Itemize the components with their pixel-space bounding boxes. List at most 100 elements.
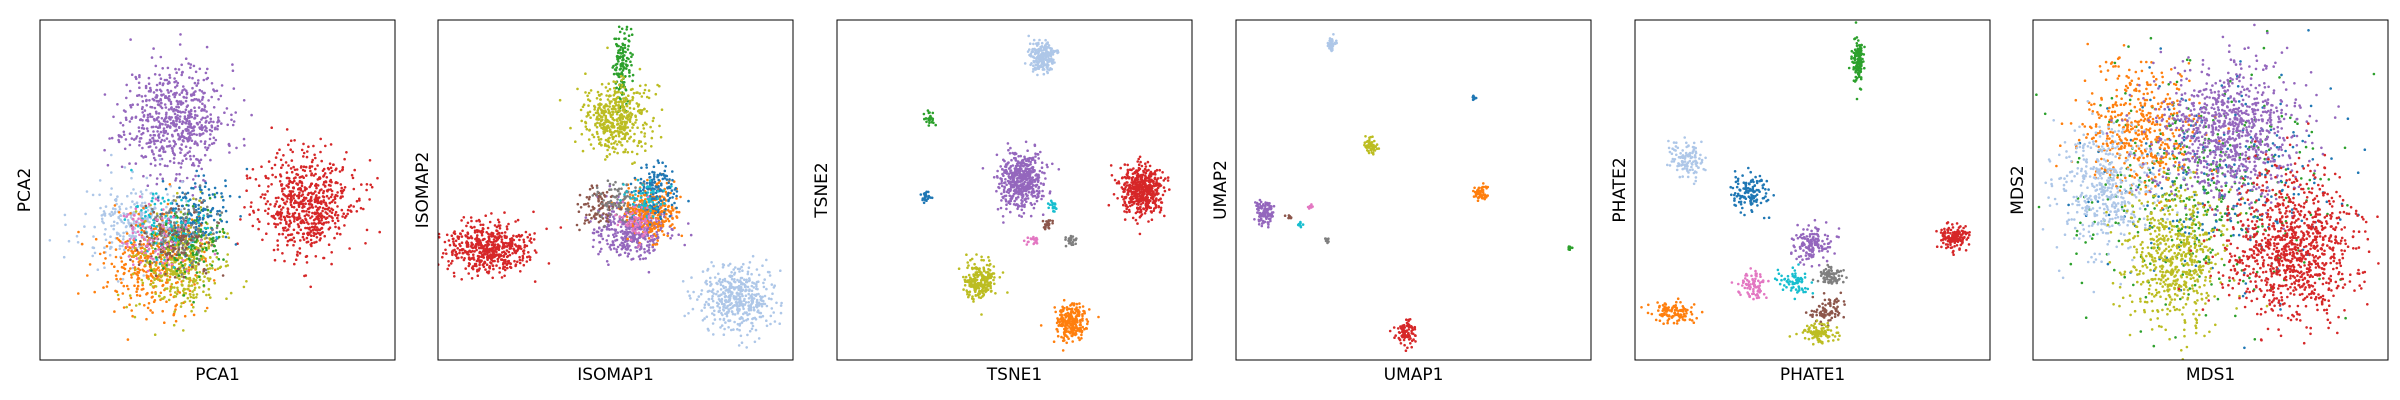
- data-point: [211, 249, 215, 253]
- data-point: [460, 278, 464, 281]
- data-point: [613, 222, 617, 225]
- data-point: [139, 190, 143, 193]
- data-point: [161, 221, 165, 224]
- data-point: [217, 257, 221, 261]
- data-point: [304, 255, 308, 258]
- x-axis-label: PCA1: [195, 365, 240, 385]
- data-point: [106, 163, 110, 167]
- data-point: [192, 197, 195, 200]
- data-point: [635, 118, 638, 122]
- data-point: [118, 244, 122, 248]
- data-point: [307, 191, 311, 195]
- data-point: [205, 241, 208, 244]
- data-point: [470, 241, 473, 245]
- data-point: [212, 232, 215, 235]
- data-point: [299, 187, 303, 191]
- data-point: [632, 107, 636, 110]
- data-point: [136, 230, 140, 234]
- data-point: [160, 101, 163, 105]
- data-point: [659, 224, 662, 228]
- data-point: [638, 257, 642, 261]
- data-point: [188, 260, 192, 264]
- data-point: [184, 99, 188, 103]
- data-point: [191, 265, 194, 269]
- data-point: [301, 193, 305, 196]
- data-point: [615, 118, 619, 121]
- data-point: [155, 94, 159, 97]
- data-point: [453, 230, 456, 233]
- data-point: [129, 241, 133, 245]
- data-point: [232, 87, 236, 90]
- data-point: [598, 94, 601, 97]
- data-point: [622, 222, 626, 226]
- data-point: [311, 158, 315, 162]
- data-point: [675, 190, 679, 193]
- data-point: [205, 264, 209, 267]
- data-point: [187, 221, 191, 224]
- data-point: [169, 202, 173, 205]
- data-point: [197, 224, 201, 228]
- data-point: [175, 276, 179, 279]
- data-point: [207, 270, 210, 274]
- data-point: [626, 110, 629, 113]
- data-point: [149, 174, 152, 177]
- data-point: [636, 144, 639, 148]
- data-point: [157, 116, 160, 119]
- data-point: [203, 275, 206, 279]
- data-point: [177, 246, 181, 249]
- data-point: [524, 230, 528, 234]
- data-point: [460, 248, 464, 252]
- data-point: [292, 236, 296, 240]
- data-point: [155, 212, 159, 215]
- data-point: [654, 222, 657, 226]
- data-point: [617, 90, 620, 93]
- data-point: [206, 277, 210, 280]
- data-point: [93, 290, 96, 294]
- data-point: [185, 254, 188, 257]
- data-point: [310, 199, 313, 202]
- data-point: [198, 275, 201, 279]
- data-point: [214, 126, 217, 130]
- data-point: [442, 252, 445, 255]
- data-point: [83, 225, 86, 228]
- data-point: [243, 144, 246, 147]
- data-point: [140, 95, 144, 98]
- data-point: [495, 225, 499, 229]
- data-point: [150, 229, 153, 232]
- data-point: [586, 94, 589, 98]
- data-point: [640, 95, 644, 98]
- data-point: [645, 163, 648, 167]
- data-point: [545, 227, 548, 231]
- data-point: [527, 251, 530, 254]
- data-point: [490, 247, 493, 251]
- data-point: [482, 265, 486, 269]
- data-point: [176, 286, 179, 290]
- data-point: [616, 56, 619, 59]
- data-point: [615, 72, 618, 75]
- data-point: [492, 240, 495, 244]
- data-point: [154, 274, 158, 278]
- data-point: [217, 221, 220, 225]
- data-point: [593, 104, 596, 108]
- data-point: [222, 258, 225, 261]
- data-point: [280, 208, 283, 211]
- data-point: [218, 230, 222, 234]
- data-point: [115, 290, 119, 294]
- data-point: [523, 246, 526, 249]
- data-point: [184, 232, 187, 236]
- data-point: [671, 223, 674, 226]
- data-point: [303, 169, 307, 173]
- data-point: [448, 243, 452, 247]
- data-point: [200, 201, 203, 204]
- data-point: [210, 264, 214, 267]
- data-point: [182, 120, 185, 124]
- data-point: [301, 232, 305, 236]
- data-point: [351, 176, 355, 180]
- data-point: [558, 98, 562, 102]
- data-point: [184, 221, 187, 224]
- data-point: [198, 134, 202, 137]
- data-point: [503, 211, 506, 214]
- data-point: [122, 306, 126, 309]
- data-point: [160, 138, 164, 142]
- data-point: [627, 39, 630, 42]
